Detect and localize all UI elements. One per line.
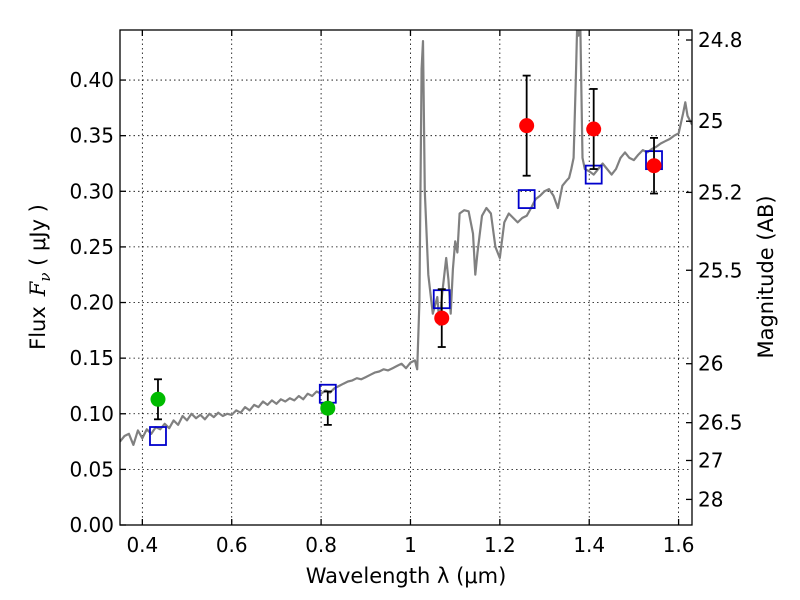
observed-point	[519, 118, 535, 134]
y-tick-label: 0.00	[69, 513, 114, 537]
observed-point	[320, 400, 336, 416]
y-axis-label-symbol: F	[26, 280, 50, 297]
observed-point	[434, 310, 450, 326]
plot-frame	[119, 29, 693, 526]
y-tick-label: 0.20	[69, 291, 114, 315]
y-tick-labels: 0.00 0.05 0.10 0.15 0.20 0.25 0.30 0.35 0.40	[69, 68, 114, 537]
y-tick-label: 0.35	[69, 124, 114, 148]
right-tick-label: 25.2	[698, 180, 743, 204]
model-photometry-square	[517, 189, 536, 209]
grid-layer	[120, 30, 692, 526]
model-photometry-square	[149, 426, 167, 446]
y-axis-label-subscript: ν	[36, 273, 54, 282]
right-tick-label: 25.5	[698, 258, 743, 282]
y-axis-label: Flux Fν ( μJy )	[26, 204, 54, 350]
x-axis-label: Wavelength λ (μm)	[306, 564, 507, 588]
right-tick-labels: 24.8 25 25.2 25.5 26 26.5 27 28	[698, 28, 743, 511]
observed-point	[646, 158, 662, 174]
spectrum-line	[120, 30, 692, 446]
y-axis-label-units: ( μJy )	[26, 204, 50, 272]
x-tick-label: 1.4	[573, 533, 605, 557]
right-tick-label: 24.8	[698, 28, 743, 52]
x-tick-label: 1.2	[484, 533, 516, 557]
x-tick-label: 0.8	[305, 533, 337, 557]
y-tick-label: 0.30	[69, 179, 114, 203]
x-tick-labels: 0.4 0.6 0.8 1 1.2 1.4 1.6	[126, 533, 694, 557]
observed-point	[150, 391, 166, 407]
y-tick-label: 0.25	[69, 235, 114, 259]
x-tick-label: 0.6	[216, 533, 248, 557]
y-tick-label: 0.10	[69, 402, 114, 426]
right-tick-label: 25	[698, 109, 723, 133]
tick-layer	[120, 30, 692, 526]
y-tick-label: 0.05	[69, 457, 114, 481]
y-axis-label-main: Flux	[26, 306, 50, 350]
spectrum-layer	[120, 30, 692, 446]
y-tick-label: 0.40	[69, 68, 114, 92]
marker-layer	[149, 74, 663, 446]
right-tick-label: 27	[698, 448, 723, 472]
right-tick-label: 28	[698, 487, 723, 511]
right-tick-label: 26	[698, 352, 723, 376]
x-tick-label: 1	[404, 533, 417, 557]
right-axis-label: Magnitude (AB)	[754, 195, 778, 358]
x-tick-label: 1.6	[663, 533, 695, 557]
right-tick-label: 26.5	[698, 411, 743, 435]
y-tick-label: 0.15	[69, 346, 114, 370]
observed-point	[586, 121, 602, 137]
x-tick-label: 0.4	[126, 533, 158, 557]
